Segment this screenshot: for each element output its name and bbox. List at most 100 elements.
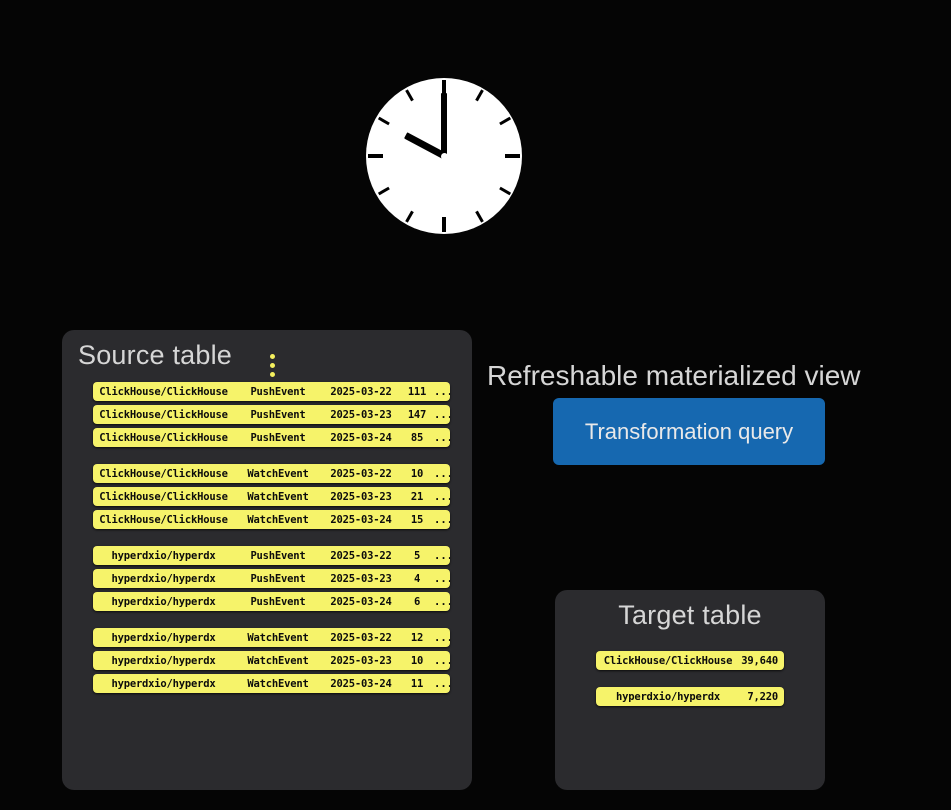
cell-more-ellipsis: ...: [434, 490, 450, 503]
cell-event-type: PushEvent: [250, 549, 306, 562]
ellipsis-dot: [270, 372, 275, 377]
cell-event-type: PushEvent: [250, 595, 306, 608]
source-table-rows: ClickHouse/ClickHouse PushEvent 2025-03-22…: [93, 382, 450, 710]
table-row[interactable]: ClickHouse/ClickHouse WatchEvent 2025-03-2…: [93, 510, 450, 529]
table-row[interactable]: hyperdxio/hyperdx PushEvent 2025-03-24 6...: [93, 592, 450, 611]
cell-event-type: PushEvent: [250, 431, 306, 444]
ellipsis-dots: [93, 533, 450, 541]
table-row[interactable]: ClickHouse/ClickHouse PushEvent 2025-03-24…: [93, 428, 450, 447]
cell-repo: ClickHouse/ClickHouse: [603, 654, 733, 667]
ellipsis-dots: [555, 710, 825, 718]
clock-tick: [442, 80, 446, 95]
cell-more-ellipsis: ...: [434, 408, 450, 421]
clock-center-pivot: [440, 152, 448, 160]
cell-more-ellipsis: ...: [434, 654, 450, 667]
cell-repo: hyperdxio/hyperdx: [111, 654, 216, 667]
cell-date: 2025-03-23: [330, 572, 392, 585]
cell-more-ellipsis: ...: [434, 467, 450, 480]
cell-value: 39,640: [741, 654, 778, 667]
target-table-title: Target table: [618, 600, 762, 630]
cell-count: 11: [410, 677, 424, 690]
cell-value: 7,220: [747, 690, 778, 703]
table-row[interactable]: ClickHouse/ClickHouse PushEvent 2025-03-22…: [93, 382, 450, 401]
cell-date: 2025-03-22: [330, 467, 392, 480]
cell-event-type: PushEvent: [250, 385, 306, 398]
cell-repo: ClickHouse/ClickHouse: [99, 513, 228, 526]
table-row[interactable]: hyperdxio/hyperdx WatchEvent 2025-03-22 12.…: [93, 628, 450, 647]
table-row[interactable]: hyperdxio/hyperdx PushEvent 2025-03-22 5...: [93, 546, 450, 565]
cell-event-type: WatchEvent: [247, 677, 309, 690]
cell-date: 2025-03-24: [330, 431, 392, 444]
cell-event-type: PushEvent: [250, 408, 306, 421]
cell-repo: hyperdxio/hyperdx: [111, 631, 216, 644]
clock-tick: [505, 154, 520, 158]
table-row[interactable]: ClickHouse/ClickHouse WatchEvent 2025-03-2…: [93, 487, 450, 506]
cell-count: 5: [413, 549, 421, 562]
cell-repo: ClickHouse/ClickHouse: [99, 408, 228, 421]
cell-repo: hyperdxio/hyperdx: [111, 677, 216, 690]
cell-count: 21: [410, 490, 424, 503]
cell-count: 85: [410, 431, 424, 444]
cell-count: 111: [407, 385, 427, 398]
ellipsis-dot: [270, 363, 275, 368]
table-row[interactable]: hyperdxio/hyperdx 7,220: [596, 687, 784, 706]
ellipsis-dots: [555, 638, 825, 646]
cell-more-ellipsis: ...: [434, 572, 450, 585]
ellipsis-dots: [93, 615, 450, 623]
cell-count: 4: [413, 572, 421, 585]
cell-repo: ClickHouse/ClickHouse: [99, 431, 228, 444]
target-table-rows: ClickHouse/ClickHouse 39,640 hyperdxio/hyp…: [555, 634, 825, 723]
cell-more-ellipsis: ...: [434, 549, 450, 562]
table-row[interactable]: hyperdxio/hyperdx WatchEvent 2025-03-24 11.…: [93, 674, 450, 693]
cell-date: 2025-03-24: [330, 513, 392, 526]
cell-repo: ClickHouse/ClickHouse: [99, 490, 228, 503]
ellipsis-dot: [270, 354, 275, 359]
clock-icon: [366, 78, 522, 234]
table-row[interactable]: ClickHouse/ClickHouse WatchEvent 2025-03-2…: [93, 464, 450, 483]
cell-date: 2025-03-22: [330, 549, 392, 562]
clock-tick: [368, 154, 383, 158]
ellipsis-dots: [555, 674, 825, 682]
cell-more-ellipsis: ...: [434, 677, 450, 690]
cell-date: 2025-03-24: [330, 595, 392, 608]
cell-date: 2025-03-23: [330, 654, 392, 667]
table-row[interactable]: ClickHouse/ClickHouse 39,640: [596, 651, 784, 670]
source-header-ellipsis-dots: [270, 354, 275, 381]
cell-event-type: WatchEvent: [247, 467, 309, 480]
cell-repo: ClickHouse/ClickHouse: [99, 467, 228, 480]
cell-date: 2025-03-23: [330, 490, 392, 503]
cell-repo: hyperdxio/hyperdx: [111, 572, 216, 585]
cell-count: 15: [410, 513, 424, 526]
cell-more-ellipsis: ...: [434, 595, 450, 608]
cell-repo: hyperdxio/hyperdx: [111, 595, 216, 608]
refreshable-materialized-view-label: Refreshable materialized view: [487, 360, 861, 391]
target-table-panel: Target table ClickHouse/ClickHouse 39,640…: [555, 590, 825, 790]
cell-count: 10: [410, 467, 424, 480]
clock-minute-hand: [441, 93, 447, 156]
ellipsis-dots: [93, 697, 450, 705]
cell-repo: hyperdxio/hyperdx: [111, 549, 216, 562]
ellipsis-dots: [93, 451, 450, 459]
table-row[interactable]: ClickHouse/ClickHouse PushEvent 2025-03-23…: [93, 405, 450, 424]
source-table-title: Source table: [78, 340, 232, 370]
table-row[interactable]: hyperdxio/hyperdx WatchEvent 2025-03-23 10.…: [93, 651, 450, 670]
cell-event-type: PushEvent: [250, 572, 306, 585]
cell-date: 2025-03-22: [330, 631, 392, 644]
table-row[interactable]: hyperdxio/hyperdx PushEvent 2025-03-23 4...: [93, 569, 450, 588]
cell-count: 6: [413, 595, 421, 608]
cell-more-ellipsis: ...: [434, 631, 450, 644]
cell-date: 2025-03-23: [330, 408, 392, 421]
cell-count: 12: [410, 631, 424, 644]
cell-date: 2025-03-24: [330, 677, 392, 690]
cell-repo: hyperdxio/hyperdx: [615, 690, 721, 703]
cell-event-type: WatchEvent: [247, 513, 309, 526]
cell-more-ellipsis: ...: [434, 431, 450, 444]
cell-more-ellipsis: ...: [434, 385, 450, 398]
cell-more-ellipsis: ...: [434, 513, 450, 526]
cell-event-type: WatchEvent: [247, 654, 309, 667]
clock-tick: [442, 217, 446, 232]
source-table-panel: Source table ClickHouse/ClickHouse PushEv…: [62, 330, 472, 790]
transformation-query-button[interactable]: Transformation query: [553, 398, 825, 465]
cell-count: 10: [410, 654, 424, 667]
cell-count: 147: [407, 408, 427, 421]
